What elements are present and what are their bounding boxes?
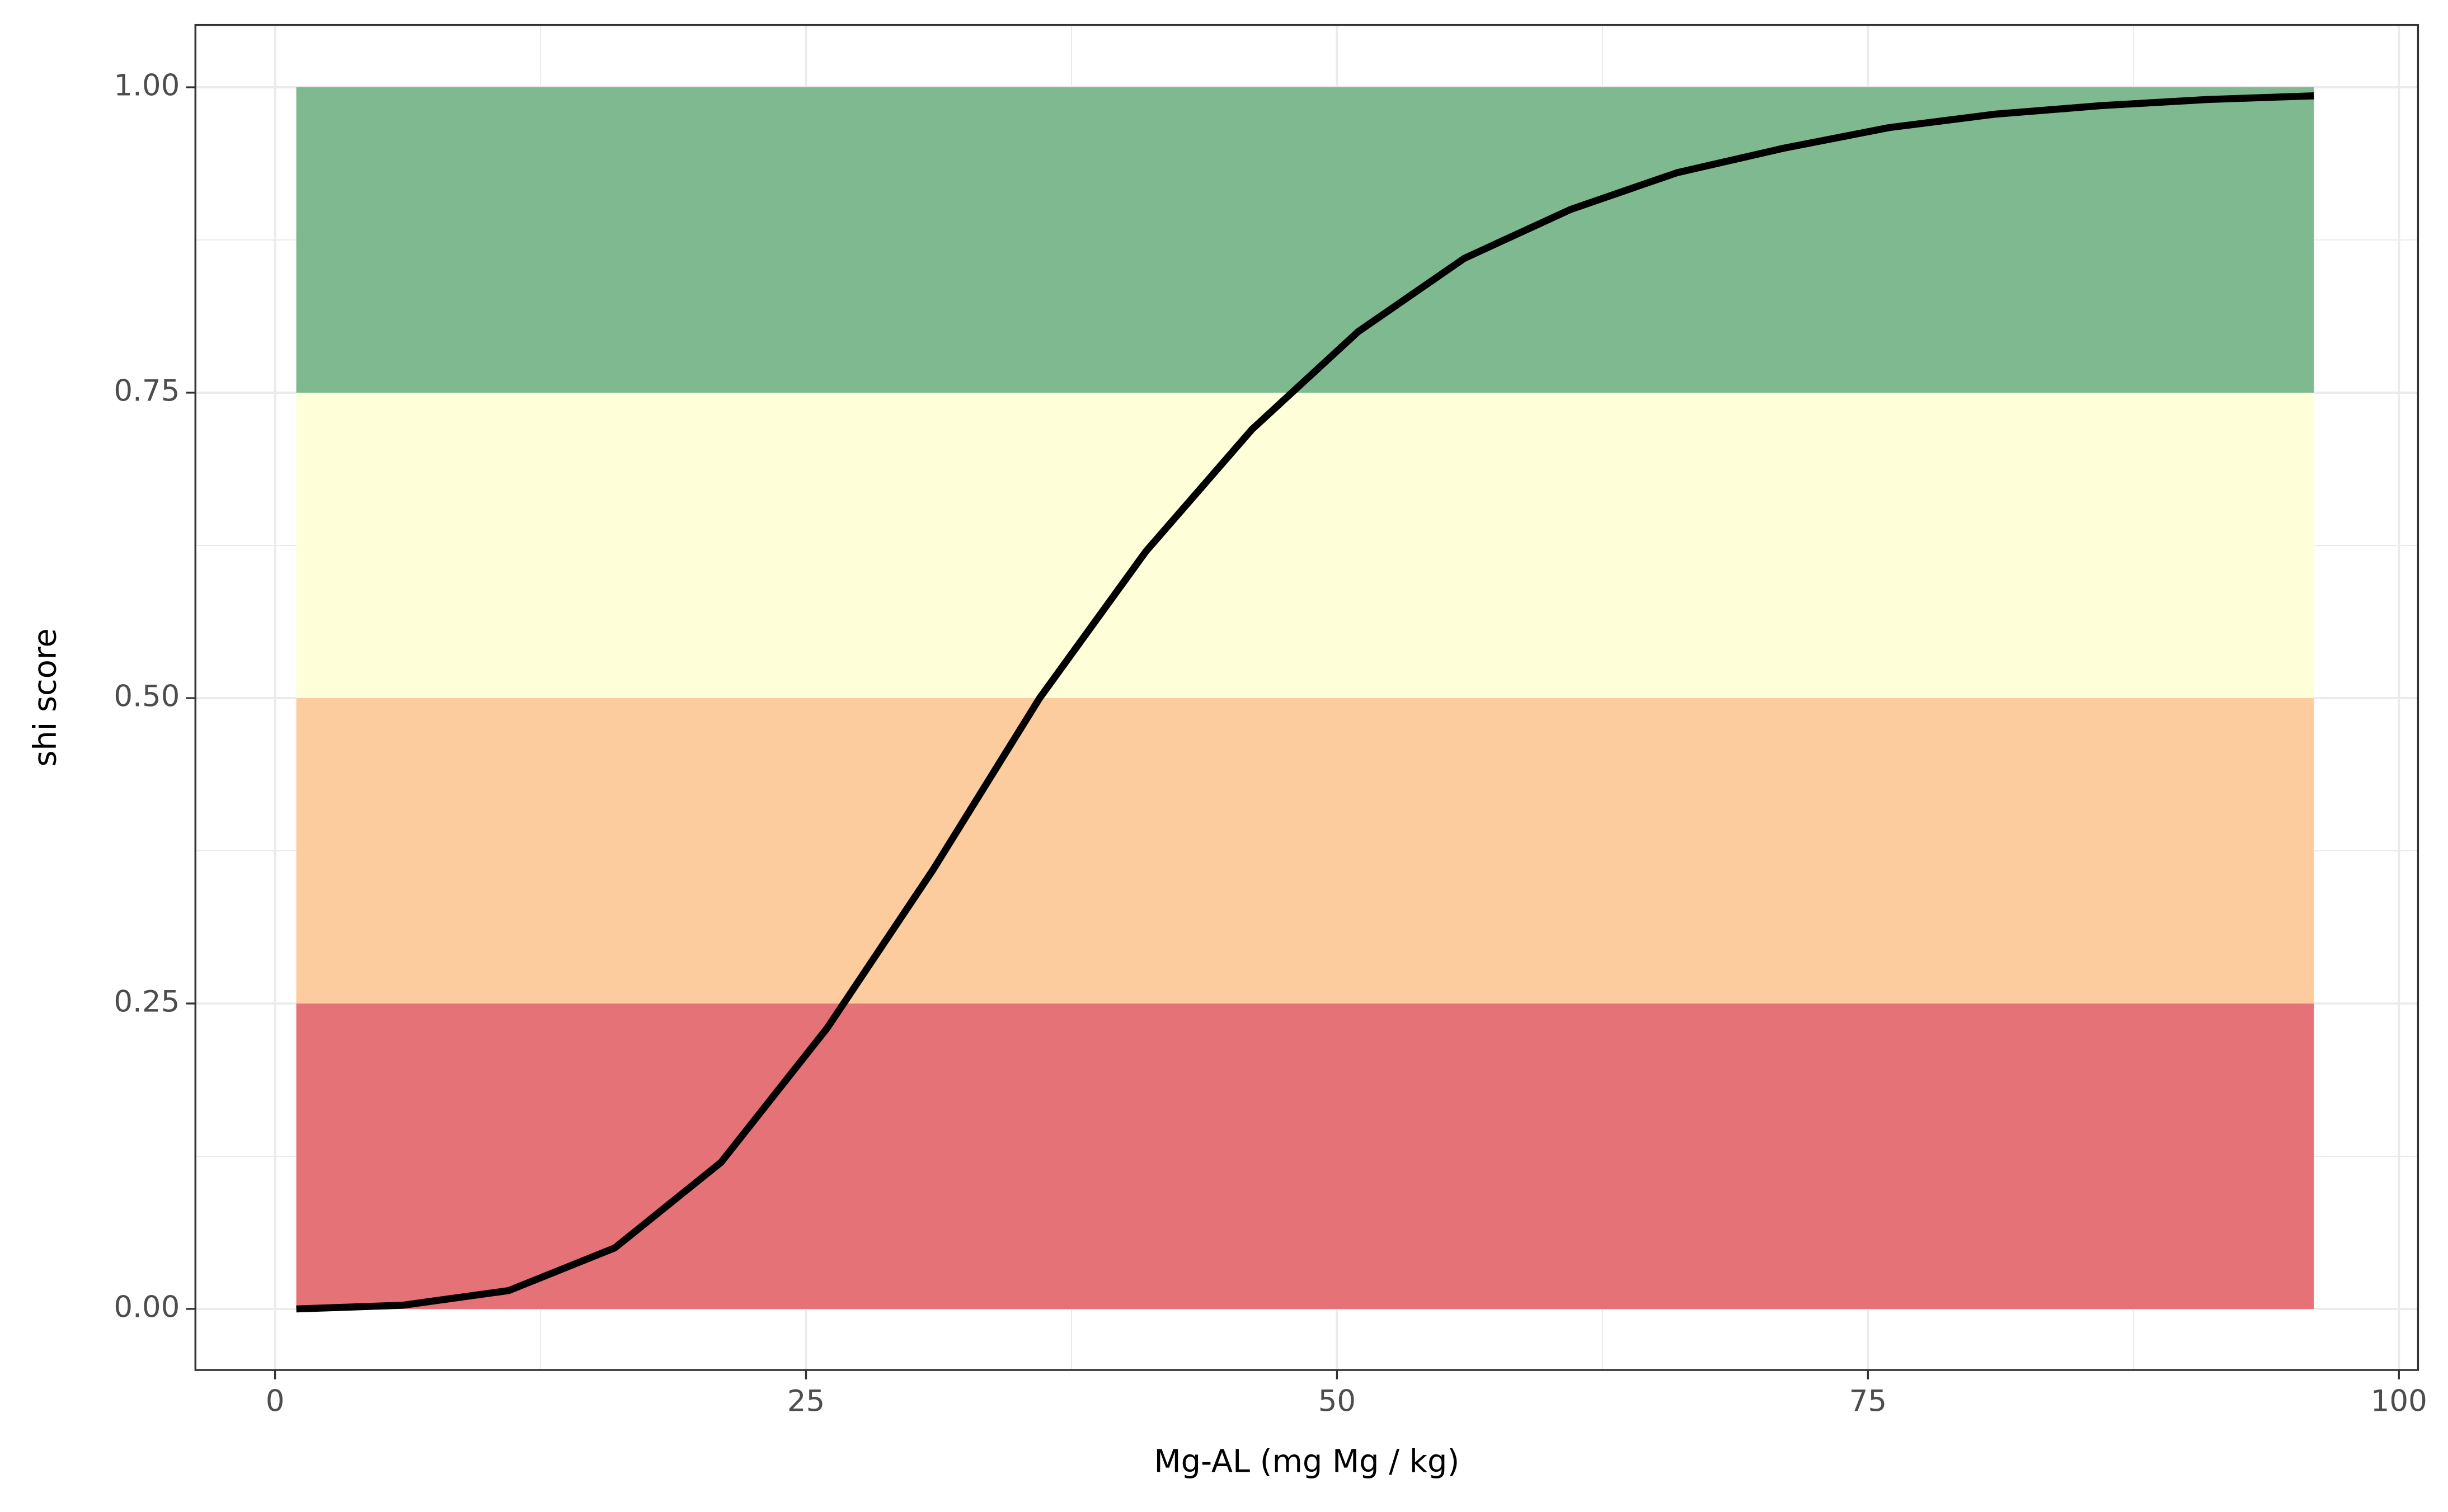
lines <box>296 92 2314 1313</box>
band <box>296 392 2314 698</box>
axes: 0 25 50 75 100 0.00 0.25 0.50 0.75 1.00 <box>114 69 2427 1419</box>
x-axis-title: Mg-AL (mg Mg / kg) <box>1154 1444 1459 1480</box>
y-tick-label: 0.25 <box>114 985 180 1019</box>
y-tick-label: 0.75 <box>114 374 180 408</box>
bands <box>296 87 2314 1309</box>
y-tick-label: 0.50 <box>114 680 180 714</box>
x-tick-label: 75 <box>1849 1384 1887 1418</box>
line <box>296 92 2314 1313</box>
y-axis-title: shi score <box>27 628 63 766</box>
x-tick-label: 0 <box>266 1384 285 1418</box>
band <box>296 698 2314 1004</box>
y-tick-label: 1.00 <box>114 69 180 103</box>
y-tick-label: 0.00 <box>114 1290 180 1325</box>
band <box>296 1003 2314 1309</box>
x-tick-label: 25 <box>787 1384 825 1418</box>
band <box>296 87 2314 393</box>
x-tick-label: 100 <box>2371 1384 2427 1418</box>
x-tick-label: 50 <box>1318 1384 1356 1418</box>
